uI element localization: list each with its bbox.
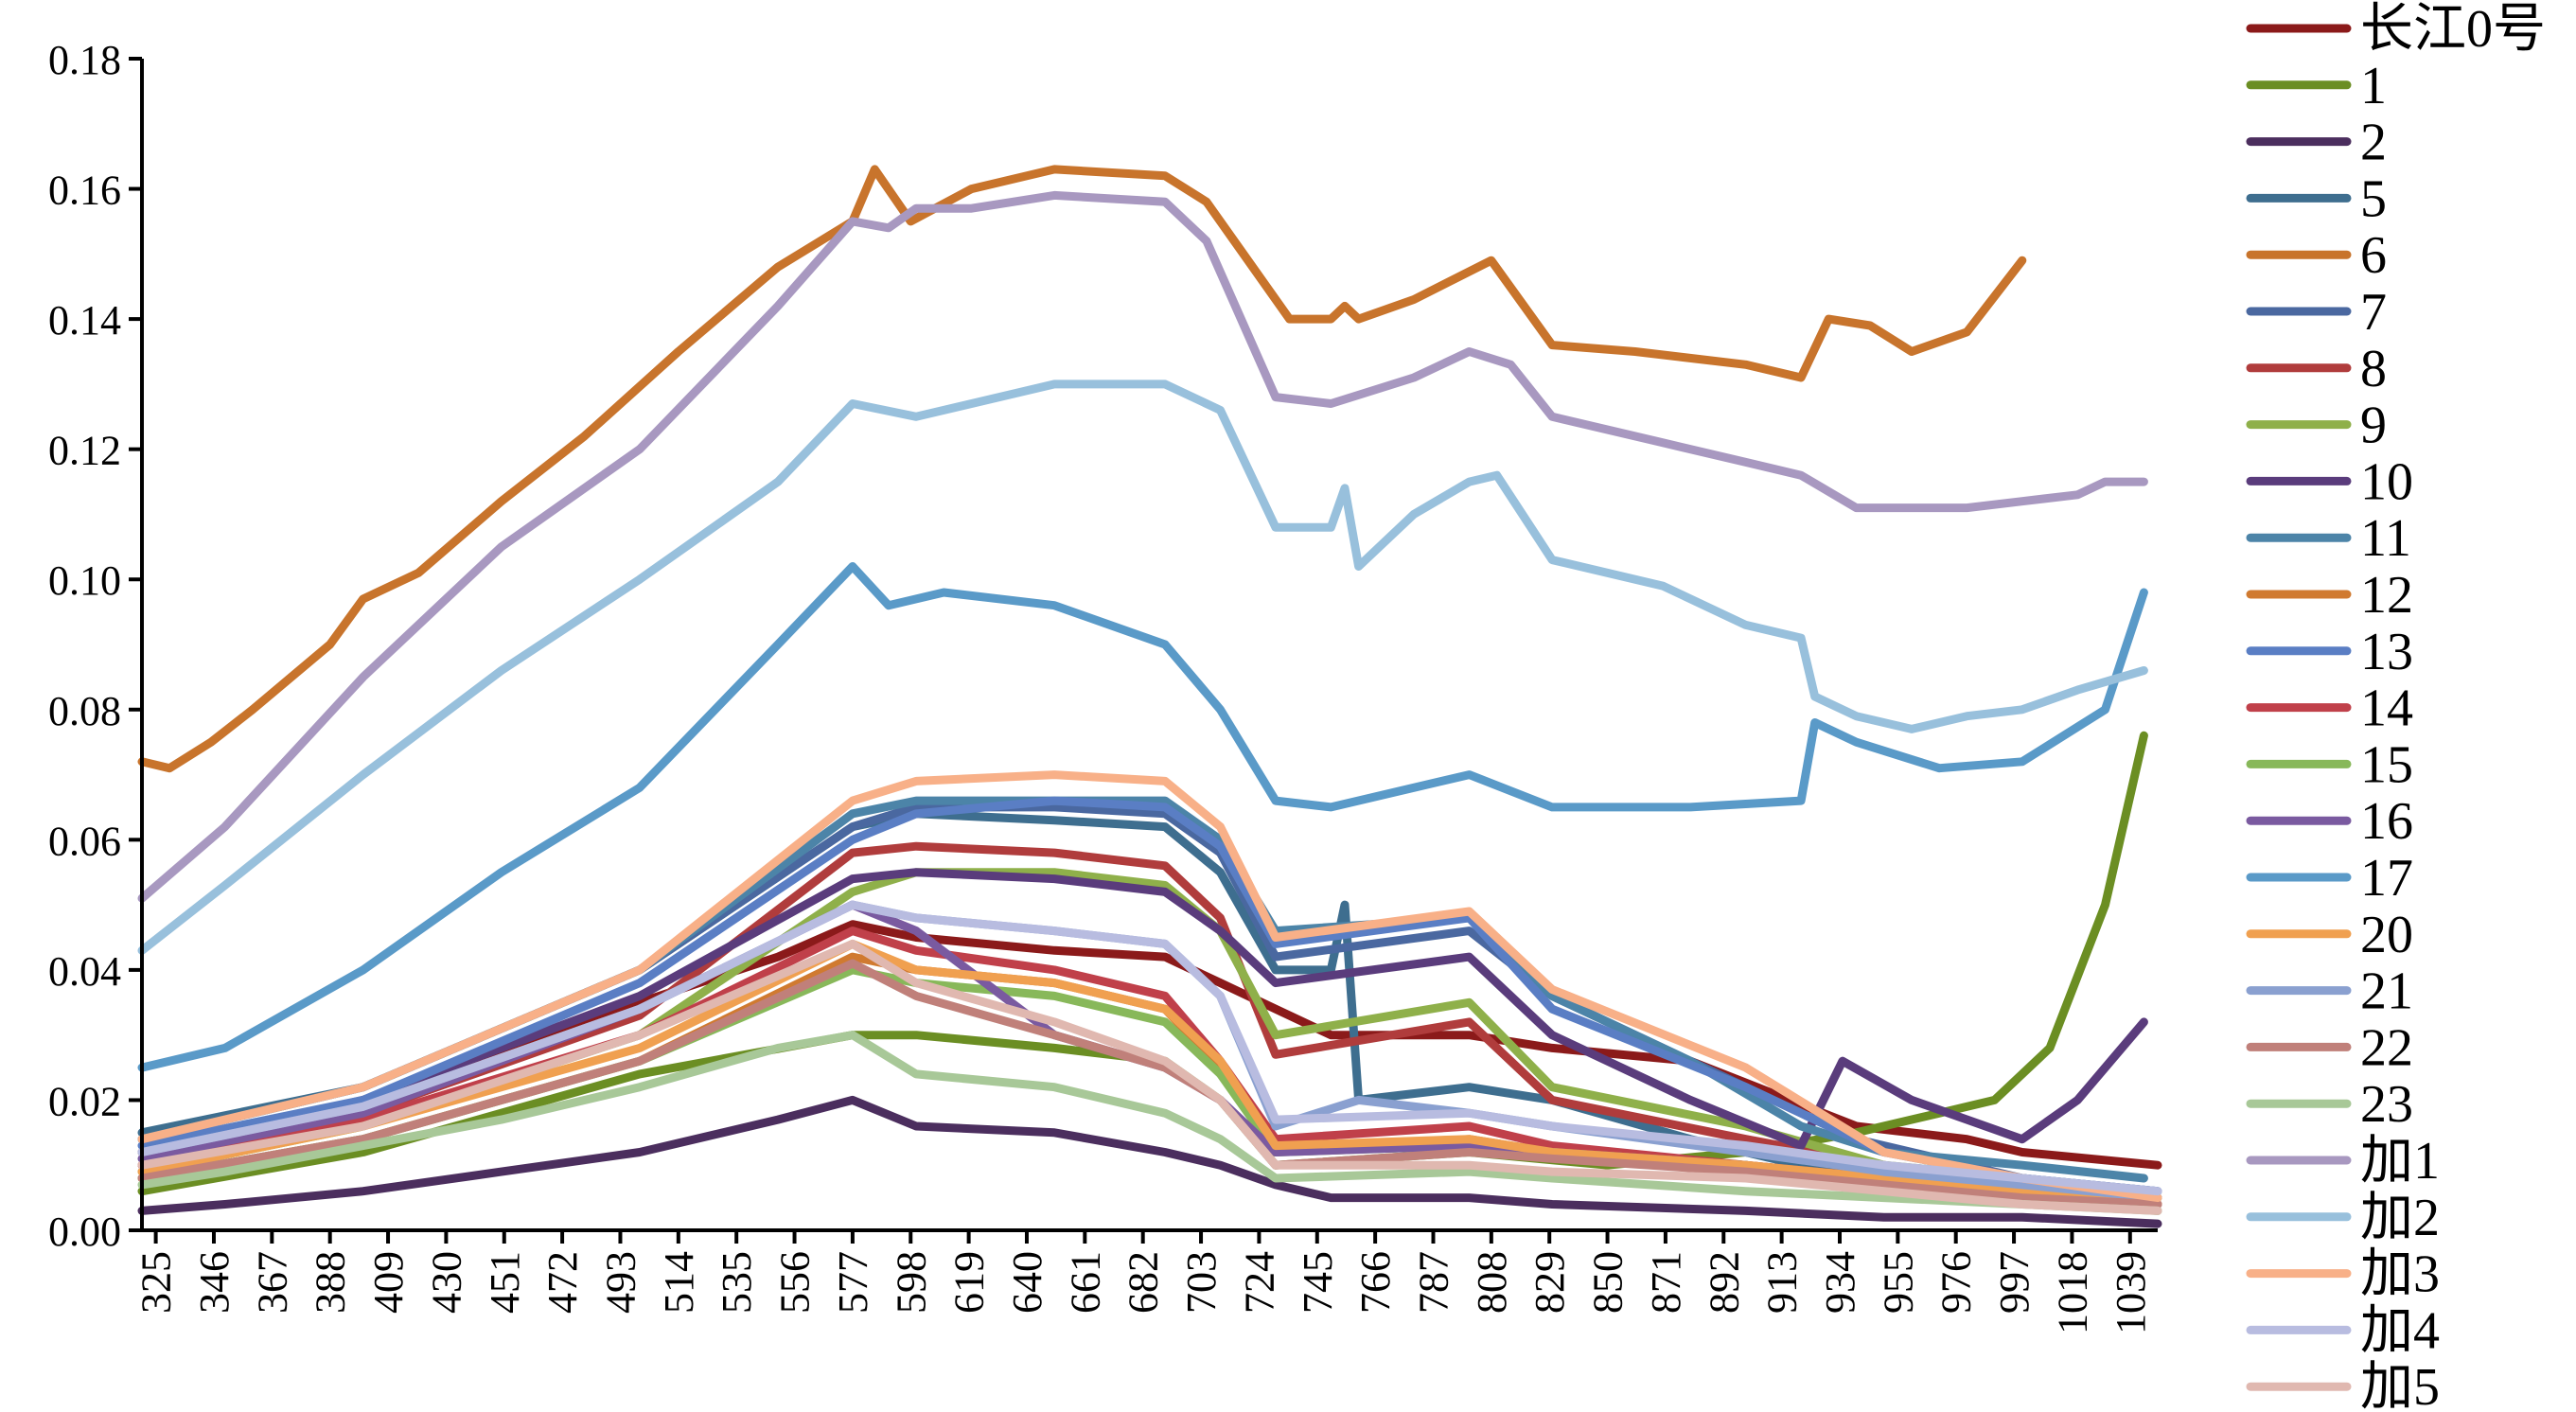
series-lines [137, 165, 2162, 1228]
legend-label: 14 [2360, 680, 2413, 738]
y-tick-label: 0.08 [48, 688, 121, 734]
legend-label: 长江0号 [2360, 0, 2546, 59]
series-line-24 [137, 939, 2162, 1215]
y-tick-label: 0.06 [48, 818, 121, 864]
y-tick-label: 0.14 [48, 297, 121, 344]
x-tick-label: 808 [1469, 1251, 1515, 1314]
series-line-21 [137, 379, 2148, 955]
x-tick-label: 1039 [2108, 1251, 2154, 1334]
x-tick-label: 493 [597, 1251, 644, 1314]
legend-label: 2 [2360, 114, 2387, 172]
series-line-11 [137, 796, 2162, 1196]
x-tick-label: 346 [191, 1251, 238, 1314]
legend-label: 11 [2360, 509, 2411, 568]
series-line-22 [137, 770, 2162, 1203]
x-tick-label: 577 [830, 1251, 876, 1314]
x-tick-label: 787 [1410, 1251, 1456, 1314]
x-tick-label: 472 [539, 1251, 586, 1314]
x-tick-label: 850 [1585, 1251, 1632, 1314]
y-tick-label: 0.12 [48, 428, 121, 474]
series-line-8 [137, 868, 2148, 1156]
legend-label: 15 [2360, 735, 2413, 794]
legend-label: 加1 [2360, 1132, 2440, 1191]
x-tick-label: 892 [1701, 1251, 1747, 1314]
y-tick-label: 0.00 [48, 1209, 121, 1255]
legend-label: 12 [2360, 566, 2413, 625]
y-tick-label: 0.16 [48, 168, 121, 214]
x-tick-label: 514 [656, 1251, 702, 1314]
x-tick-label: 556 [772, 1251, 819, 1314]
x-tick-label: 619 [946, 1251, 993, 1314]
x-tick-label: 430 [423, 1251, 469, 1314]
legend-label: 加2 [2360, 1189, 2440, 1247]
x-tick-label: 829 [1526, 1251, 1573, 1314]
x-tick-label: 976 [1933, 1251, 1980, 1314]
x-ticks: 325 346 367 388 409 430 451 472 493 514 535 556 577 5… [133, 1230, 2154, 1334]
legend-label: 16 [2360, 792, 2413, 851]
series-line-4 [137, 165, 2027, 773]
x-tick-label: 955 [1875, 1251, 1921, 1314]
x-tick-label: 1018 [2049, 1251, 2095, 1334]
x-tick-label: 871 [1643, 1251, 1689, 1314]
x-tick-label: 598 [888, 1251, 934, 1314]
legend-label: 20 [2360, 906, 2413, 964]
legend-label: 22 [2360, 1018, 2413, 1077]
x-tick-label: 640 [1004, 1251, 1050, 1314]
y-tick-label: 0.04 [48, 948, 121, 995]
x-tick-label: 745 [1295, 1251, 1341, 1314]
legend-label: 13 [2360, 623, 2413, 681]
legend-label: 23 [2360, 1075, 2413, 1134]
x-tick-label: 451 [482, 1251, 528, 1314]
x-tick-label: 703 [1178, 1251, 1225, 1314]
legend-label: 21 [2360, 962, 2413, 1021]
series-line-15 [137, 562, 2148, 1072]
x-tick-label: 388 [308, 1251, 354, 1314]
x-tick-label: 409 [365, 1251, 412, 1314]
legend-label: 加5 [2360, 1358, 2440, 1412]
y-tick-label: 0.10 [48, 557, 121, 604]
legend-label: 10 [2360, 452, 2413, 511]
x-tick-label: 724 [1236, 1251, 1282, 1314]
x-tick-label: 766 [1352, 1251, 1399, 1314]
x-tick-label: 682 [1120, 1251, 1167, 1314]
x-tick-label: 535 [714, 1251, 760, 1314]
y-tick-label: 0.18 [48, 37, 121, 83]
legend-label: 6 [2360, 226, 2387, 285]
x-tick-label: 661 [1062, 1251, 1108, 1314]
axes [140, 59, 2158, 1232]
legend-label: 加4 [2360, 1301, 2440, 1360]
legend-label: 17 [2360, 849, 2413, 908]
series-line-2 [137, 1095, 2162, 1228]
legend-label: 5 [2360, 169, 2387, 228]
series-line-23 [137, 900, 2162, 1196]
legend-label: 9 [2360, 397, 2387, 455]
legend-label: 7 [2360, 283, 2387, 342]
y-tick-label: 0.02 [48, 1078, 121, 1124]
legend-label: 加3 [2360, 1245, 2440, 1304]
legend-label: 8 [2360, 340, 2387, 398]
x-tick-label: 913 [1759, 1251, 1806, 1314]
series-line-19 [137, 1031, 2162, 1215]
x-tick-label: 997 [1991, 1251, 2038, 1314]
series-line-16 [137, 939, 2162, 1209]
y-ticks: 0.00 0.02 0.04 0.06 0.08 0.10 0.12 0.14 0.16 0.18 [48, 37, 142, 1255]
x-tick-label: 367 [249, 1251, 295, 1314]
series-line-20 [137, 190, 2148, 903]
legend-label: 1 [2360, 57, 2387, 115]
x-tick-label: 325 [133, 1251, 180, 1314]
legend: 长江0号1256789101112131415161720212223加1加2加… [2246, 0, 2546, 1412]
x-tick-label: 934 [1817, 1251, 1863, 1314]
